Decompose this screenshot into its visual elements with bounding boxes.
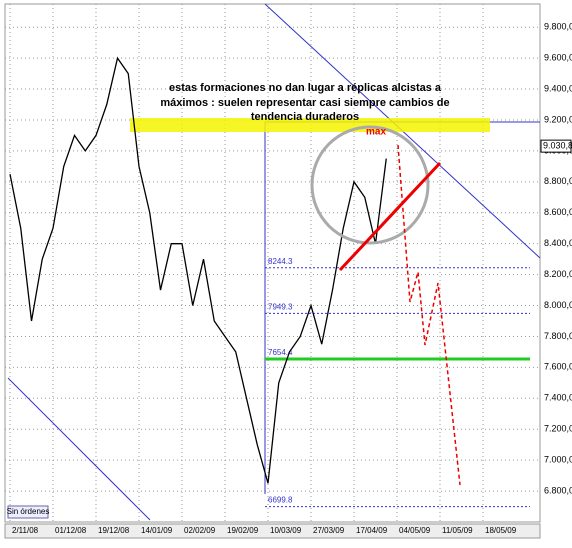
x-tick-label: 01/12/08 (55, 526, 87, 535)
projection-arrows (397, 144, 461, 486)
y-tick-label: 8.400,0 (544, 238, 572, 248)
highlight-band (130, 118, 490, 132)
highlight-circle (310, 125, 430, 245)
x-tick-label: 19/02/09 (227, 526, 259, 535)
annotation: máximos : suelen representar casi siempr… (160, 97, 449, 109)
y-tick-label: 8.200,0 (544, 269, 572, 279)
y-tick-label: 9.600,0 (544, 52, 572, 62)
annotation: tendencia duraderos (251, 111, 359, 123)
max-label: max (366, 127, 386, 138)
x-tick-label: 2/11/08 (12, 526, 39, 535)
x-tick-label: 11/05/09 (442, 526, 473, 535)
y-tick-label: 9.400,0 (544, 83, 572, 93)
y-tick-label: 8.800,0 (544, 176, 572, 186)
x-tick-label: 17/04/09 (356, 526, 388, 535)
y-tick-label: 8.600,0 (544, 207, 572, 217)
y-tick-label: 6.800,0 (544, 485, 572, 495)
x-tick-label: 14/01/09 (141, 526, 173, 535)
y-tick-label: 8.000,0 (544, 300, 572, 310)
last-price-label: 9.030,8 (543, 141, 572, 151)
x-tick-label: 02/02/09 (184, 526, 216, 535)
status: Sin órdenes (7, 507, 50, 516)
x-tick-label: 10/03/09 (270, 526, 302, 535)
trend-line (338, 161, 442, 272)
annotation: estas formaciones no dan lugar a réplica… (169, 82, 442, 94)
status-box (7, 505, 49, 519)
last-price-box (540, 139, 572, 153)
y-tick-label: 7.800,0 (544, 331, 572, 341)
level-label: 7654.4 (268, 348, 293, 357)
y-tick-label: 9.800,0 (544, 22, 572, 32)
x-tick-label: 04/05/09 (399, 526, 431, 535)
trend-channel (7, 377, 151, 521)
y-tick-label: 7.400,0 (544, 393, 572, 403)
x-tick-label: 27/03/09 (313, 526, 345, 535)
y-tick-label: 9.200,0 (544, 114, 572, 124)
level-label: 7949.3 (268, 302, 293, 311)
level-label: 8244.3 (268, 257, 293, 266)
y-tick-label: 7.600,0 (544, 362, 572, 372)
price-line (9, 56, 387, 484)
level-label: 6699.8 (268, 496, 293, 505)
x-tick-label: 18/05/09 (485, 526, 517, 535)
y-tick-label: 7.200,0 (544, 424, 572, 434)
x-tick-label: 19/12/08 (98, 526, 130, 535)
y-tick-label: 7.000,0 (544, 455, 572, 465)
x-axis (4, 523, 541, 539)
